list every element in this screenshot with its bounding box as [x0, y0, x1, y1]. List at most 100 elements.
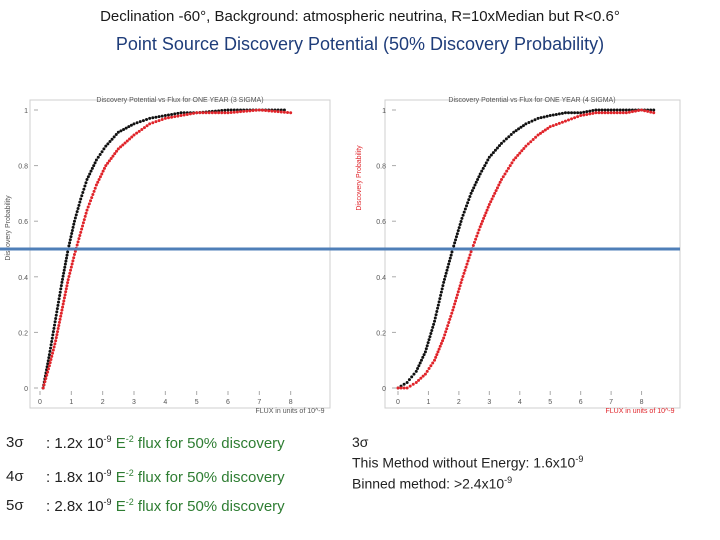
data-point — [145, 124, 149, 128]
footer-sigma-4: 4σ — [6, 468, 24, 485]
data-point — [50, 354, 54, 358]
data-point — [621, 108, 625, 112]
chart-panel-4sigma: Discovery Potential vs Flux for ONE YEAR… — [356, 97, 681, 415]
data-point — [119, 145, 123, 149]
data-point — [455, 293, 459, 297]
data-point — [438, 297, 442, 301]
data-point — [497, 183, 501, 187]
x-tick-label: 3 — [487, 399, 491, 406]
data-point — [130, 135, 134, 139]
data-point — [505, 169, 509, 173]
data-point — [123, 141, 127, 145]
data-point — [55, 307, 59, 311]
data-point — [128, 137, 132, 141]
data-point — [157, 119, 161, 123]
data-point — [424, 347, 428, 351]
footer-row-4sigma: : 1.8x 10-9 E-2 flux for 50% discovery — [46, 468, 285, 486]
data-point — [439, 290, 443, 294]
data-point — [51, 348, 55, 352]
data-point — [472, 186, 476, 190]
data-point — [480, 169, 484, 173]
footer-energy-4sigma: E — [111, 469, 126, 486]
footer-energy-exp-3sigma: -2 — [125, 434, 134, 444]
data-point — [427, 338, 431, 342]
data-point — [501, 175, 505, 179]
data-point — [446, 265, 450, 269]
data-point — [517, 127, 521, 131]
data-point — [422, 353, 426, 357]
data-point — [148, 116, 152, 120]
data-point — [67, 274, 71, 278]
data-point — [475, 234, 479, 238]
data-point — [476, 231, 480, 235]
data-point — [509, 132, 513, 136]
data-point — [484, 161, 488, 165]
data-point — [267, 109, 271, 113]
data-point — [142, 126, 146, 130]
data-point — [71, 225, 75, 229]
data-point — [485, 208, 489, 212]
data-point — [432, 322, 436, 326]
x-tick-label: 0 — [38, 399, 42, 406]
data-point — [402, 382, 406, 386]
data-point — [443, 274, 447, 278]
data-point — [463, 207, 467, 211]
data-point — [633, 109, 637, 113]
x-tick-label: 6 — [579, 399, 583, 406]
data-point — [87, 202, 91, 206]
data-point — [652, 111, 656, 115]
data-point — [51, 351, 55, 355]
data-point — [102, 147, 106, 151]
y-tick-label: 0.6 — [18, 219, 28, 226]
data-point — [154, 115, 158, 119]
data-point — [454, 299, 458, 303]
slide-title: Point Source Discovery Potential (50% Di… — [115, 34, 605, 54]
data-point — [414, 380, 418, 384]
data-point — [447, 321, 451, 325]
data-point — [70, 262, 74, 266]
data-point — [512, 158, 516, 162]
data-point — [442, 336, 446, 340]
data-point — [86, 175, 90, 179]
x-axis-label-4sigma: FLUX in units of 10^-9 — [605, 408, 674, 415]
data-point — [251, 109, 255, 113]
data-point — [436, 350, 440, 354]
data-point — [522, 146, 526, 150]
data-point — [579, 114, 583, 118]
notes-binned-text: Binned method: >2.4x10 — [352, 475, 505, 492]
data-point — [615, 108, 619, 112]
data-point — [41, 386, 45, 390]
data-point — [456, 290, 460, 294]
data-point — [457, 287, 461, 291]
data-point — [543, 128, 547, 132]
data-point — [462, 271, 466, 275]
data-point — [76, 206, 80, 210]
series-red-3sigma — [41, 108, 293, 390]
data-point — [438, 344, 442, 348]
data-point — [576, 111, 580, 115]
data-point — [111, 154, 115, 158]
data-point — [512, 130, 516, 134]
data-point — [138, 120, 142, 124]
data-point — [166, 116, 170, 120]
data-point — [88, 172, 92, 176]
data-point — [157, 115, 161, 119]
data-point — [466, 201, 470, 205]
data-point — [609, 108, 613, 112]
y-tick-label: 1 — [382, 108, 386, 115]
data-point — [54, 336, 58, 340]
data-point — [154, 120, 158, 124]
data-point — [63, 265, 67, 269]
data-point — [504, 137, 508, 141]
data-point — [179, 114, 183, 118]
data-point — [539, 116, 543, 120]
data-point — [185, 112, 189, 116]
data-point — [455, 232, 459, 236]
data-point — [77, 237, 81, 241]
data-point — [47, 367, 51, 371]
data-point — [239, 110, 243, 114]
slide-subtitle: Declination -60°, Background: atmospheri… — [100, 8, 620, 25]
data-point — [207, 111, 211, 115]
data-point — [526, 142, 530, 146]
data-point — [112, 135, 116, 139]
